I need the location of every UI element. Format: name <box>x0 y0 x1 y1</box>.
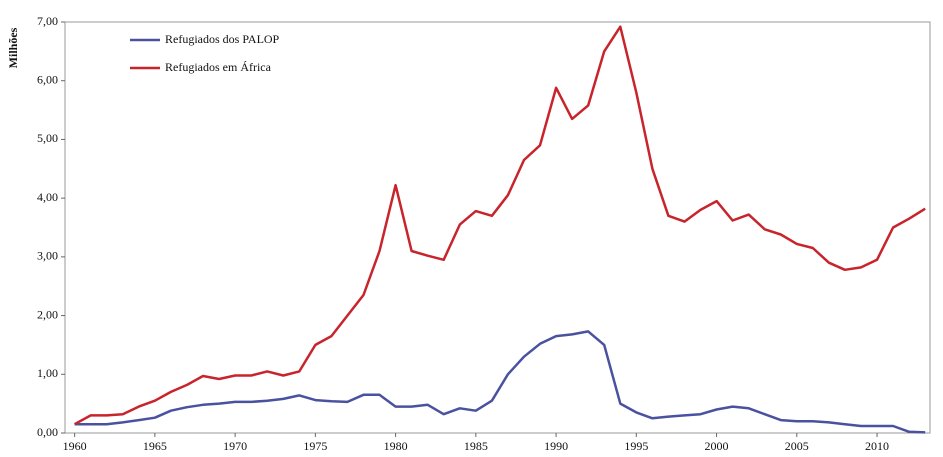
x-tick-label: 2000 <box>705 439 729 453</box>
y-tick-label: 5,00 <box>37 131 58 145</box>
legend-label: Refugiados em África <box>165 60 272 74</box>
y-tick-label: 1,00 <box>37 366 58 380</box>
y-tick-label: 2,00 <box>37 307 58 321</box>
plot-frame <box>64 21 931 434</box>
line-series <box>74 330 926 434</box>
x-tick-label: 1975 <box>303 439 327 453</box>
legend-label: Refugiados dos PALOP <box>165 32 280 46</box>
y-tick-label: 6,00 <box>37 72 58 86</box>
line-series <box>74 25 926 426</box>
y-tick-label: 0,00 <box>37 425 58 439</box>
x-tick-label: 1990 <box>544 439 568 453</box>
x-tick-label: 1965 <box>143 439 167 453</box>
y-tick-label: 3,00 <box>37 249 58 263</box>
x-tick-label: 1985 <box>464 439 488 453</box>
y-tick-label: 7,00 <box>37 14 58 28</box>
x-tick-label: 1970 <box>223 439 247 453</box>
x-tick-label: 1995 <box>624 439 648 453</box>
x-tick-label: 2005 <box>785 439 809 453</box>
x-tick-label: 1960 <box>63 439 87 453</box>
x-tick-label: 1980 <box>384 439 408 453</box>
x-tick-label: 2010 <box>865 439 889 453</box>
y-axis-label: Milhões <box>6 27 20 68</box>
y-tick-label: 4,00 <box>37 190 58 204</box>
